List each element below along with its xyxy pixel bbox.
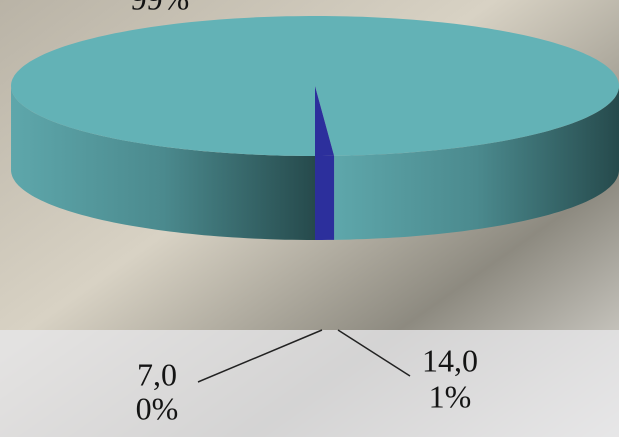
data-label: 1%: [429, 378, 472, 414]
pie: [11, 16, 619, 240]
data-label: 99%: [131, 0, 190, 16]
background-paper: [0, 330, 619, 437]
data-label: 0%: [136, 390, 179, 426]
slice: [315, 86, 335, 156]
slice-side: [11, 86, 315, 240]
amount-label: 14,0: [422, 342, 478, 378]
amount-label: 7,0: [137, 356, 177, 392]
leader-line: [337, 329, 411, 377]
slice-side: [334, 86, 619, 240]
leader-line: [197, 329, 323, 383]
slice-side: [315, 155, 335, 240]
